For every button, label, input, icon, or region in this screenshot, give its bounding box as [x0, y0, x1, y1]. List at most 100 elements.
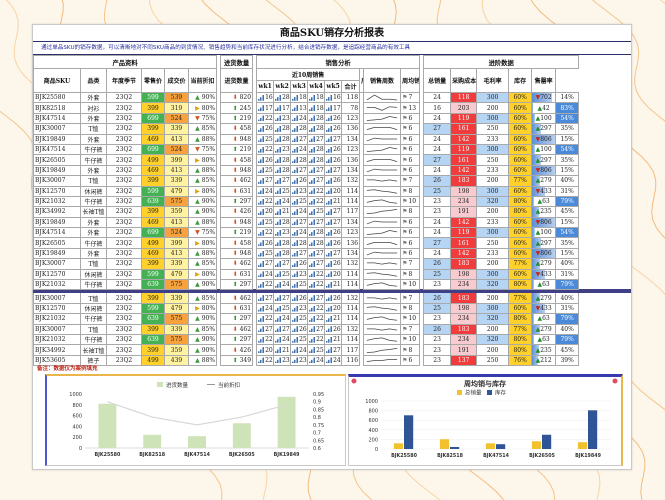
purchase-arrow-icon: ⬇ [232, 250, 238, 258]
trend-arrow-icon: ▲ [195, 336, 200, 344]
trend-arrow-icon: ▼ [195, 146, 200, 154]
discount-value: 75% [201, 146, 216, 154]
week-cell: 27 [307, 164, 326, 177]
purchase-arrow-icon: ⬇ [232, 270, 238, 278]
weekly-cell: 25 [423, 302, 452, 315]
week-value: 26 [299, 177, 307, 185]
week-cell: 27 [324, 164, 343, 177]
trend-cell [363, 344, 402, 356]
x-tick-label: BJK25580 [94, 452, 121, 458]
margin-cell: 60% [508, 268, 533, 281]
category-cell: T恤 [80, 292, 107, 304]
week-cell: 17 [324, 102, 343, 114]
sku-cell: BJK30007 [33, 323, 81, 336]
table-row: BJK19849 外套 23Q2 469 413 ▲ 88% ⬇ 948 25 28 27 27 27… [33, 216, 631, 229]
stock-bar [532, 345, 539, 355]
week-cell: 27 [324, 344, 343, 356]
week-value: 18 [316, 94, 324, 102]
week-value: 26 [333, 125, 341, 133]
sku-cell: BJK47514 [33, 143, 81, 156]
week-value: 25 [299, 198, 307, 206]
total-cell: 123 [341, 112, 361, 125]
signal-bars-icon [275, 229, 282, 236]
purchase-value: 219 [239, 114, 252, 122]
stock-cell: ▲100 [531, 143, 557, 156]
flag-icon: ⚑ [402, 325, 408, 333]
signal-bars-icon [292, 125, 299, 132]
week-value: 27 [333, 135, 341, 143]
week-cell: 24 [324, 354, 343, 367]
trend-arrow-icon: ▶ [195, 156, 200, 164]
week-cell: 27 [290, 216, 309, 229]
signal-bars-icon [309, 219, 316, 226]
purchase-arrow-icon: ⬇ [232, 294, 238, 302]
week-value: 28 [282, 94, 290, 102]
signal-bars-icon [275, 240, 282, 247]
sparkline-path [366, 328, 398, 331]
discount-cell: ▲ 90% [187, 344, 218, 356]
table-row: BJK30007 T恤 23Q2 399 339 ▲ 85% ⬇ 458 26 28 28 28 26… [33, 123, 631, 135]
signal-bars-icon [326, 157, 333, 164]
purchase-arrow-icon: ⬇ [232, 156, 238, 164]
retail-cell: 499 [141, 354, 165, 367]
margin-cell: 80% [508, 206, 533, 218]
turnover-value: 6 [408, 135, 413, 143]
y2-tick-label: 0.9 [313, 400, 321, 406]
sku-cell: BJK25580 [33, 91, 81, 104]
week-value: 24 [282, 336, 290, 344]
week-value: 25 [282, 187, 290, 195]
total-sales-cell: 161 [450, 123, 478, 135]
table-row: BJK30007 T恤 23Q2 399 339 ▲ 85% ⬇ 462 27 27 26 27 26… [33, 292, 631, 304]
sparkline-path [366, 105, 398, 111]
purchase-cell: ⬆ 297 [220, 333, 254, 346]
total-cell: 123 [341, 143, 361, 156]
bar-stock [588, 410, 598, 449]
total-cell: 117 [341, 206, 361, 218]
header-wk5: wk5 [324, 80, 343, 93]
sparkline [366, 127, 398, 131]
stock-arrow-icon: ▼ [535, 187, 541, 195]
deal-cell: 339 [164, 292, 189, 304]
cost-cell: 250 [476, 154, 510, 166]
week-cell: 23 [290, 268, 309, 281]
season-cell: 23Q2 [106, 175, 142, 187]
table-row: BJK21032 牛仔裤 23Q2 639 575 ▲ 90% ⬆ 297 22 24 25 22 2… [33, 333, 631, 346]
stock-bar [532, 176, 541, 185]
purchase-cell: ⬇ 631 [220, 268, 254, 281]
sparkline-path [366, 347, 398, 353]
total-sales-cell: 119 [450, 227, 478, 239]
stock-bar [532, 239, 541, 248]
week-cell: 20 [324, 268, 343, 281]
week-value: 28 [282, 166, 290, 174]
stock-bar [532, 314, 534, 324]
signal-bars-icon [326, 336, 333, 343]
table-row: BJK12570 休闲裤 23Q2 599 479 ▶ 80% ⬇ 631 24 25 23 22 2… [33, 268, 631, 281]
signal-bars-icon [292, 94, 299, 101]
trend-cell [363, 227, 402, 239]
discount-value: 85% [201, 125, 216, 133]
signal-bars-icon [309, 208, 316, 215]
discount-value: 85% [201, 325, 216, 333]
cost-cell: 200 [476, 102, 510, 114]
legend-swatch-sales [457, 390, 462, 395]
stock-value: 433 [540, 187, 552, 195]
signal-bars-icon [292, 260, 299, 267]
bar-sales [531, 441, 542, 449]
week-cell: 24 [290, 227, 309, 239]
purchase-cell: ⬇ 458 [220, 123, 254, 135]
stock-arrow-icon: ▲ [535, 156, 541, 164]
week-cell: 27 [324, 216, 343, 229]
sparkline-path [366, 168, 398, 173]
week-cell: 24 [273, 279, 292, 291]
y2-tick-label: 0.85 [313, 407, 324, 413]
cost-cell: 320 [476, 333, 510, 346]
header-retail: 零售价 [141, 68, 165, 93]
signal-bars-icon [292, 336, 299, 343]
sell-through-cell: 15% [555, 216, 580, 229]
week-value: 25 [299, 336, 307, 344]
stock-value: 702 [540, 94, 552, 102]
table-row: BJK21032 牛仔裤 23Q2 639 575 ▲ 90% ⬆ 297 22 24 25 22 2… [33, 195, 631, 208]
week-cell: 26 [324, 227, 343, 239]
week-value: 27 [316, 250, 324, 258]
trend-arrow-icon: ▲ [195, 177, 200, 185]
